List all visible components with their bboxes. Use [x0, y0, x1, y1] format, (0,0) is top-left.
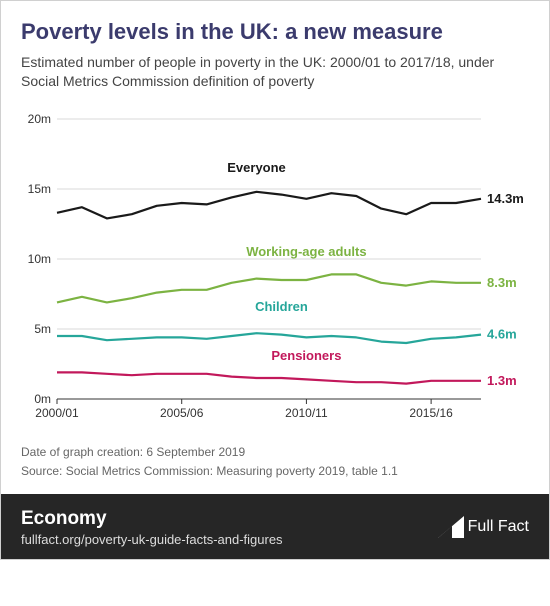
meta-source: Source: Social Metrics Commission: Measu…: [21, 462, 529, 481]
svg-text:0m: 0m: [34, 392, 51, 406]
svg-text:10m: 10m: [28, 252, 51, 266]
svg-text:Working-age adults: Working-age adults: [246, 244, 366, 259]
chart-subtitle: Estimated number of people in poverty in…: [21, 53, 529, 91]
chart-meta: Date of graph creation: 6 September 2019…: [21, 443, 529, 481]
footer-left: Economy fullfact.org/poverty-uk-guide-fa…: [21, 508, 283, 547]
chart-area: 0m 5m 10m 15m 20m 2000/01 2005/06 2010/11 2015/1…: [21, 109, 531, 429]
svg-text:1.3m: 1.3m: [487, 373, 517, 388]
footer-url: fullfact.org/poverty-uk-guide-facts-and-…: [21, 532, 283, 547]
svg-text:2010/11: 2010/11: [285, 406, 328, 420]
svg-text:15m: 15m: [28, 182, 51, 196]
svg-text:5m: 5m: [34, 322, 51, 336]
card-footer: Economy fullfact.org/poverty-uk-guide-fa…: [1, 494, 549, 559]
svg-text:2000/01: 2000/01: [35, 406, 79, 420]
svg-text:Children: Children: [255, 299, 308, 314]
svg-text:Everyone: Everyone: [227, 160, 286, 175]
svg-text:2005/06: 2005/06: [160, 406, 204, 420]
meta-date: Date of graph creation: 6 September 2019: [21, 443, 529, 462]
svg-text:2015/16: 2015/16: [409, 406, 453, 420]
card-content: Poverty levels in the UK: a new measure …: [1, 1, 549, 494]
svg-text:8.3m: 8.3m: [487, 275, 517, 290]
svg-text:Pensioners: Pensioners: [271, 348, 341, 363]
brand-name: Full Fact: [468, 518, 529, 536]
line-chart-svg: 0m 5m 10m 15m 20m 2000/01 2005/06 2010/11 2015/1…: [21, 109, 531, 429]
svg-text:20m: 20m: [28, 112, 51, 126]
footer-category: Economy: [21, 508, 283, 530]
svg-text:14.3m: 14.3m: [487, 191, 524, 206]
brand-logo: Full Fact: [438, 516, 529, 538]
chart-card: Poverty levels in the UK: a new measure …: [0, 0, 550, 560]
chart-title: Poverty levels in the UK: a new measure: [21, 19, 529, 45]
logo-icon: [438, 516, 464, 538]
svg-text:4.6m: 4.6m: [487, 327, 517, 342]
